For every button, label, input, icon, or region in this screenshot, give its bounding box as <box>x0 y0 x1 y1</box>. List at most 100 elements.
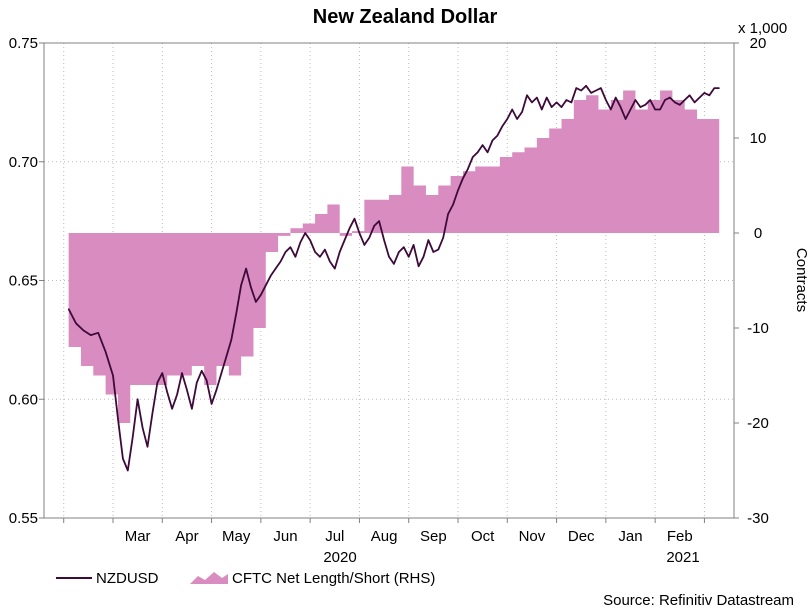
right-tick-label-4: 10 <box>750 130 767 147</box>
nzdusd-point <box>82 329 84 331</box>
left-axis: 0.55 0.60 0.65 0.70 0.75 <box>9 35 44 527</box>
nzdusd-point <box>314 251 316 253</box>
nzdusd-point <box>186 389 188 391</box>
right-axis-multiplier: x 1,000 <box>738 20 787 37</box>
nzdusd-point <box>324 249 326 251</box>
nzdusd-point <box>427 239 429 241</box>
nzdusd-point <box>713 87 715 89</box>
nzdusd-point <box>457 189 459 191</box>
nzdusd-point <box>506 118 508 120</box>
nzdusd-point <box>112 374 114 377</box>
nzdusd-point <box>353 218 356 220</box>
nzdusd-point <box>472 156 474 158</box>
nzdusd-point <box>289 246 291 248</box>
nzdusd-point <box>117 417 119 419</box>
nzdusd-point <box>649 99 651 101</box>
nzdusd-point <box>161 372 163 374</box>
nzdusd-point <box>694 101 696 103</box>
nzdusd-point <box>388 256 390 258</box>
nzdusd-point <box>620 106 622 108</box>
nzdusd-point <box>501 125 503 127</box>
right-tick-label-2: -10 <box>747 320 769 337</box>
nzdusd-point <box>97 332 99 334</box>
nzdusd-point <box>215 389 218 391</box>
nzdusd-point <box>452 203 454 206</box>
nzdusd-point <box>260 294 262 296</box>
nzdusd-point <box>703 92 706 94</box>
nzdusd-point <box>334 268 336 270</box>
nzdusd-point <box>698 97 701 99</box>
nzdusd-point <box>496 135 498 137</box>
nzdusd-point <box>679 104 681 106</box>
x-tick-label-feb: Feb <box>667 528 693 545</box>
nzdusd-point <box>329 260 331 263</box>
legend-cftc-label: CFTC Net Length/Short (RHS) <box>232 570 435 587</box>
nzdusd-point <box>250 287 252 289</box>
x-tick-label-oct: Oct <box>471 528 495 545</box>
nzdusd-point <box>137 398 139 400</box>
nzdusd-point <box>546 97 548 99</box>
x-tick-label-sep: Sep <box>420 528 447 545</box>
right-tick-label-3: 0 <box>754 225 762 242</box>
nzdusd-point <box>211 403 213 405</box>
nzdusd-point <box>225 355 227 358</box>
nzdusd-point <box>105 351 107 353</box>
nzdusd-point <box>531 101 533 103</box>
nzdusd-point <box>127 469 129 472</box>
x-tick-label-nov: Nov <box>519 528 546 545</box>
nzdusd-point <box>171 408 173 410</box>
nzdusd-point <box>304 232 306 234</box>
nzdusd-point <box>467 168 469 170</box>
chart-title: New Zealand Dollar <box>313 6 498 28</box>
nzdusd-point <box>610 108 612 111</box>
nzdusd-point <box>536 97 538 99</box>
legend-cftc-swatch <box>190 572 228 584</box>
nzdusd-point <box>654 108 656 111</box>
nzdusd-point <box>418 265 420 267</box>
nzdusd-point <box>146 446 149 448</box>
nzdusd-point <box>235 313 237 315</box>
nzdusd-point <box>684 99 686 101</box>
nzdusd-point <box>605 99 607 101</box>
nzdusd-point <box>447 213 449 215</box>
x-tick-label-may: May <box>222 528 251 545</box>
nzdusd-point <box>142 427 144 429</box>
nzdusd-point <box>487 151 489 153</box>
nzdusd-point <box>482 144 484 146</box>
nzdusd-point <box>708 94 711 96</box>
right-axis: -30 -20 -10 0 10 20 <box>734 35 769 527</box>
right-tick-label-5: 20 <box>750 35 767 52</box>
nzdusd-point <box>299 241 301 244</box>
nzdusd-point <box>255 301 257 303</box>
nzdusd-point <box>516 118 518 120</box>
nzdusd-point <box>669 97 671 99</box>
nzdusd-point <box>206 379 208 381</box>
right-tick-label-1: -20 <box>747 415 769 432</box>
nzdusd-line-series <box>67 84 720 472</box>
nzdusd-point <box>664 99 666 101</box>
nzdusd-point <box>556 101 558 103</box>
nzdusd-point <box>639 106 642 108</box>
nzdusd-point <box>600 87 602 89</box>
nzdusd-point <box>585 85 587 87</box>
legend: NZDUSD CFTC Net Length/Short (RHS) <box>56 570 435 587</box>
x-axis: Mar Apr May Jun Jul Aug Sep Oct Nov Dec Jan Feb <box>63 518 705 545</box>
nzdusd-point <box>511 108 513 111</box>
nzdusd-point <box>625 118 627 120</box>
nzdusd-point <box>368 237 370 239</box>
nzdusd-point <box>132 436 134 438</box>
nzdusd-point <box>615 97 617 99</box>
x-tick-label-aug: Aug <box>371 528 398 545</box>
nzdusd-point <box>240 284 242 286</box>
left-tick-label-2: 0.65 <box>9 273 38 290</box>
nzdusd-point <box>176 393 178 396</box>
nzdusd-point <box>570 101 573 103</box>
nzdusd-point <box>201 370 203 372</box>
nzdusd-point <box>718 87 720 89</box>
nzdusd-point <box>294 256 296 258</box>
nzdusd-point <box>408 256 410 258</box>
nzdusd-point <box>166 391 168 393</box>
left-tick-label-0: 0.55 <box>9 510 38 527</box>
year-label-2021: 2021 <box>666 549 699 566</box>
x-tick-label-jan: Jan <box>618 528 642 545</box>
